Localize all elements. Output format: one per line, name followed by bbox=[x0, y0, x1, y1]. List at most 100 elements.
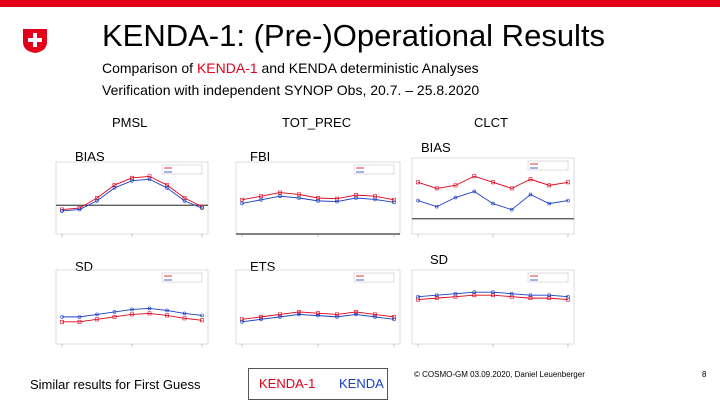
data-point-kenda-1 bbox=[278, 190, 282, 195]
data-point-kenda-1 bbox=[316, 311, 320, 316]
data-point-kenda bbox=[259, 197, 263, 202]
series-line-kenda-1 bbox=[417, 175, 569, 189]
data-point-kenda bbox=[112, 186, 117, 190]
data-point-kenda bbox=[182, 311, 187, 316]
data-point-kenda-1 bbox=[354, 310, 358, 314]
data-point-kenda bbox=[95, 199, 99, 203]
data-point-kenda-1 bbox=[392, 197, 396, 202]
data-point-kenda-1 bbox=[297, 192, 301, 197]
chart-tot-prec-fbi bbox=[235, 161, 401, 237]
data-point-kenda-1 bbox=[491, 180, 495, 185]
mini-legend bbox=[527, 160, 569, 171]
mini-legend bbox=[161, 164, 203, 175]
series-line-kenda-1 bbox=[241, 311, 395, 320]
data-point-kenda-1 bbox=[60, 207, 64, 212]
data-point-kenda bbox=[434, 293, 439, 297]
column-label-pmsl: PMSL bbox=[112, 115, 148, 130]
series-line-kenda bbox=[62, 308, 203, 318]
data-point-kenda bbox=[392, 317, 396, 322]
data-point-kenda bbox=[416, 294, 420, 299]
data-point-kenda bbox=[373, 197, 377, 202]
data-point-kenda bbox=[472, 189, 477, 194]
data-point-kenda bbox=[547, 293, 552, 297]
data-point-kenda bbox=[147, 177, 152, 182]
data-point-kenda-1 bbox=[472, 174, 477, 179]
data-point-kenda bbox=[453, 291, 458, 296]
legend-kenda-1: KENDA-1 bbox=[259, 376, 316, 391]
data-point-kenda bbox=[453, 195, 458, 200]
row-label-bias-clct: BIAS bbox=[421, 140, 451, 155]
data-point-kenda bbox=[434, 204, 439, 209]
data-point-kenda-1 bbox=[278, 312, 282, 317]
row-label-fbi: FBI bbox=[250, 149, 271, 164]
data-point-kenda bbox=[297, 312, 301, 317]
data-point-kenda-1 bbox=[259, 314, 263, 319]
data-point-kenda bbox=[200, 206, 204, 210]
data-point-kenda-1 bbox=[453, 183, 458, 188]
page-number: 8 bbox=[702, 370, 707, 379]
data-point-kenda bbox=[566, 294, 570, 299]
data-point-kenda bbox=[316, 199, 320, 203]
data-point-kenda bbox=[528, 192, 533, 197]
series-line-kenda-1 bbox=[417, 294, 569, 301]
data-point-kenda bbox=[278, 315, 282, 319]
data-point-kenda-1 bbox=[130, 312, 134, 317]
data-point-kenda bbox=[528, 293, 533, 297]
data-point-kenda bbox=[354, 196, 358, 200]
footer-copyright: © COSMO-GM 03.09.2020, Daniel Leuenberge… bbox=[414, 370, 585, 379]
plot-frame bbox=[55, 269, 209, 345]
chart-pmsl-bias bbox=[55, 161, 209, 237]
column-label-tot-prec: TOT_PREC bbox=[282, 115, 352, 130]
chart-pmsl-sd bbox=[55, 269, 209, 347]
data-point-kenda bbox=[278, 194, 282, 199]
data-point-kenda bbox=[240, 319, 244, 324]
data-point-kenda bbox=[77, 315, 82, 319]
data-point-kenda bbox=[547, 201, 552, 206]
data-point-kenda bbox=[112, 310, 117, 314]
row-label-sd-clct: SD bbox=[430, 252, 449, 267]
plot-frame bbox=[411, 157, 575, 235]
plot-frame bbox=[411, 269, 575, 345]
data-point-kenda bbox=[566, 198, 570, 203]
column-label-clct: CLCT bbox=[474, 115, 508, 130]
data-point-kenda bbox=[472, 290, 477, 295]
data-point-kenda bbox=[95, 312, 99, 317]
data-point-kenda-1 bbox=[259, 194, 263, 199]
data-point-kenda bbox=[354, 312, 358, 317]
data-point-kenda bbox=[416, 198, 420, 203]
series-line-kenda-1 bbox=[241, 192, 395, 201]
data-point-kenda bbox=[60, 209, 64, 213]
data-point-kenda bbox=[240, 201, 244, 206]
data-point-kenda bbox=[373, 315, 377, 319]
data-point-kenda-1 bbox=[240, 197, 244, 202]
data-point-kenda-1 bbox=[297, 310, 301, 314]
data-point-kenda bbox=[130, 307, 134, 312]
data-point-kenda bbox=[316, 313, 320, 318]
data-point-kenda bbox=[200, 313, 204, 318]
data-point-kenda-1 bbox=[566, 180, 570, 185]
data-point-kenda-1 bbox=[200, 204, 204, 209]
swiss-flag-logo bbox=[23, 29, 47, 53]
data-point-kenda bbox=[335, 315, 339, 319]
data-point-kenda-1 bbox=[147, 311, 152, 316]
data-point-kenda-1 bbox=[77, 319, 82, 324]
data-point-kenda-1 bbox=[392, 314, 396, 319]
series-line-kenda-1 bbox=[62, 312, 203, 323]
data-point-kenda-1 bbox=[165, 313, 169, 318]
data-point-kenda-1 bbox=[528, 177, 533, 182]
top-accent-bar bbox=[0, 0, 720, 7]
data-point-kenda bbox=[509, 207, 514, 212]
data-point-kenda bbox=[392, 200, 396, 205]
data-point-kenda bbox=[297, 196, 301, 200]
data-point-kenda-1 bbox=[434, 186, 439, 191]
data-point-kenda bbox=[147, 306, 152, 311]
series-line-kenda bbox=[241, 195, 395, 204]
data-point-kenda-1 bbox=[373, 312, 377, 317]
legend-kenda: KENDA bbox=[339, 376, 384, 391]
chart-clct-bias bbox=[411, 157, 575, 237]
page-title: KENDA-1: (Pre-)Operational Results bbox=[102, 18, 606, 53]
data-point-kenda-1 bbox=[95, 317, 99, 322]
data-point-kenda bbox=[182, 199, 187, 203]
data-point-kenda-1 bbox=[509, 186, 514, 191]
first-guess-note: Similar results for First Guess bbox=[30, 377, 201, 392]
